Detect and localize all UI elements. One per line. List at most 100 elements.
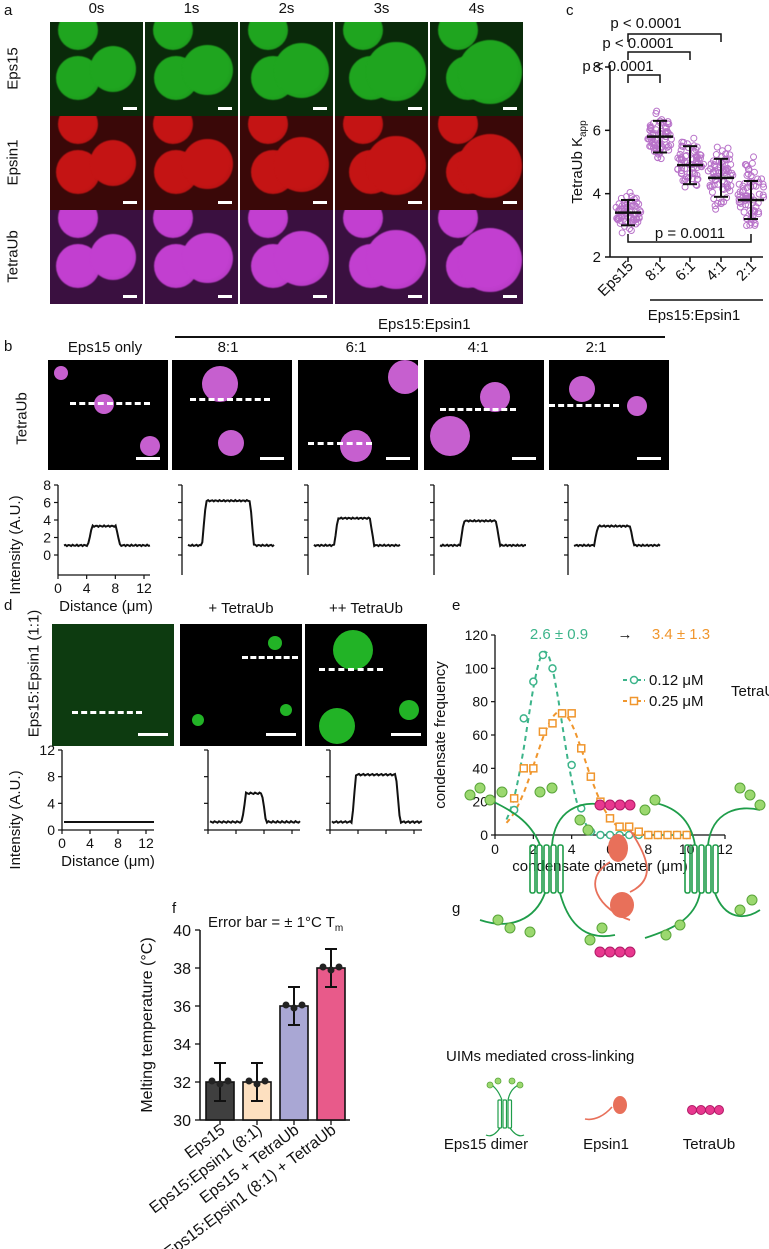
tetraub-bead	[594, 946, 606, 958]
f-replicate-point	[216, 1080, 224, 1088]
condensate-blob	[248, 210, 288, 238]
c-data-point	[628, 216, 636, 224]
c-data-point	[758, 175, 766, 183]
eps15-transmembrane-helix	[536, 844, 543, 894]
scale-bar	[503, 107, 517, 110]
f-replicate-point	[282, 1001, 290, 1009]
f-replicate-point	[327, 966, 335, 974]
b-profile-line	[63, 523, 151, 548]
f-replicate-point	[208, 1077, 216, 1085]
c-data-point	[690, 134, 698, 142]
ubiquitin-bead	[496, 786, 508, 798]
panel-a-micrograph	[50, 22, 143, 116]
e-arrow: →	[618, 626, 633, 643]
legend-tetraub-bead	[687, 1105, 697, 1115]
d-profile-line	[209, 791, 301, 825]
c-y-tick-label: 4	[593, 186, 601, 203]
condensate-blob	[182, 138, 233, 189]
panel-a-micrograph	[145, 116, 238, 210]
c-data-point	[745, 195, 753, 203]
c-significance-bracket	[627, 74, 661, 83]
panel-b-column-label: Eps15 only	[67, 339, 143, 356]
tetraub-condensate	[388, 360, 418, 394]
c-y-label: TetraUb Kapp	[569, 120, 589, 204]
c-data-point	[708, 182, 716, 190]
condensate-blob	[268, 636, 282, 650]
f-replicate-point	[253, 1080, 261, 1088]
tetraub-bead	[624, 799, 636, 811]
c-significance-bracket	[627, 234, 752, 243]
c-data-point	[693, 181, 701, 189]
e-point-green	[605, 830, 615, 840]
f-y-tick-label: 38	[173, 961, 191, 978]
legend-tetraub-bead	[696, 1105, 706, 1115]
scale-bar	[637, 457, 661, 460]
eps15-transmembrane-helix	[705, 844, 712, 894]
e-legend-label: 0.12 μM	[649, 672, 704, 689]
d-y-tick-label: 8	[47, 769, 55, 785]
f-bar	[316, 967, 346, 1121]
f-annotation: Error bar = ± 1°C Tm	[208, 914, 343, 934]
c-data-point	[691, 170, 699, 178]
c-y-label-sub: app	[578, 120, 589, 137]
scale-bar	[313, 201, 327, 204]
b-y-tick-label: 4	[43, 512, 51, 528]
c-data-point	[678, 156, 686, 164]
c-data-point	[629, 201, 637, 209]
c-data-point	[707, 160, 715, 168]
panel-c-scatter: 2 4 6 8 TetraUb Kapp Eps15 8:1 6:1 4:1 2:1 Eps15:E…	[569, 15, 768, 324]
scale-bar	[138, 733, 168, 736]
c-data-point	[760, 183, 768, 191]
panel-g-diagram	[464, 782, 766, 958]
c-data-point	[674, 154, 682, 162]
c-data-point	[746, 221, 754, 229]
condensate-blob	[153, 210, 193, 238]
c-data-point	[627, 226, 635, 234]
e-point-orange	[586, 772, 596, 781]
tetraub-bead	[624, 946, 636, 958]
panel-a-micrograph	[430, 116, 523, 210]
c-data-point	[712, 205, 720, 213]
scale-bar	[408, 295, 422, 298]
c-data-point	[743, 183, 751, 191]
e-point-orange	[567, 709, 576, 718]
panel-d-column-label: ++ TetraUb	[329, 600, 403, 617]
condensate-blob	[182, 232, 233, 283]
f-annotation-sub: m	[335, 923, 343, 934]
panel-b-micrograph	[298, 360, 418, 470]
tetraub-condensate	[430, 416, 470, 456]
panel-a-time-label: 4s	[468, 0, 485, 17]
condensate-blob	[458, 228, 522, 292]
e-legend-marker-green	[629, 675, 639, 685]
line-scan-dash	[242, 656, 298, 659]
condensate-blob	[274, 137, 329, 192]
legend-tetraub-bead	[714, 1105, 724, 1115]
eps15-transmembrane-helix	[684, 844, 691, 894]
c-data-point	[724, 168, 732, 176]
condensate-blob	[58, 22, 98, 50]
condensate-blob	[90, 46, 136, 92]
panel-a-micrograph	[50, 116, 143, 210]
d-x-tick-label: 12	[138, 835, 154, 851]
tetraub-condensate	[54, 366, 68, 380]
eps15-transmembrane-helix	[550, 844, 557, 894]
scale-bar	[123, 107, 137, 110]
ubiquitin-bead	[464, 789, 476, 801]
e-point-orange	[624, 822, 634, 831]
e-x-tick-label: 0	[491, 841, 499, 857]
scale-bar	[136, 457, 160, 460]
line-scan-dash	[190, 398, 270, 401]
ubiquitin-bead	[524, 926, 536, 938]
condensate-blob	[366, 41, 426, 101]
f-y-tick-label: 36	[173, 999, 191, 1016]
c-data-point	[741, 160, 749, 168]
panel-b-column-label: 8:1	[217, 339, 239, 356]
c-data-point	[663, 143, 671, 151]
b-x-tick-label: 8	[111, 580, 119, 596]
panel-a-time-label: 3s	[373, 0, 390, 17]
scale-bar	[123, 295, 137, 298]
legend-eps15-helix	[497, 1099, 503, 1129]
legend-ubiquitin-bead	[486, 1081, 494, 1089]
panel-d-micrograph	[52, 624, 174, 746]
condensate-blob	[343, 116, 383, 144]
